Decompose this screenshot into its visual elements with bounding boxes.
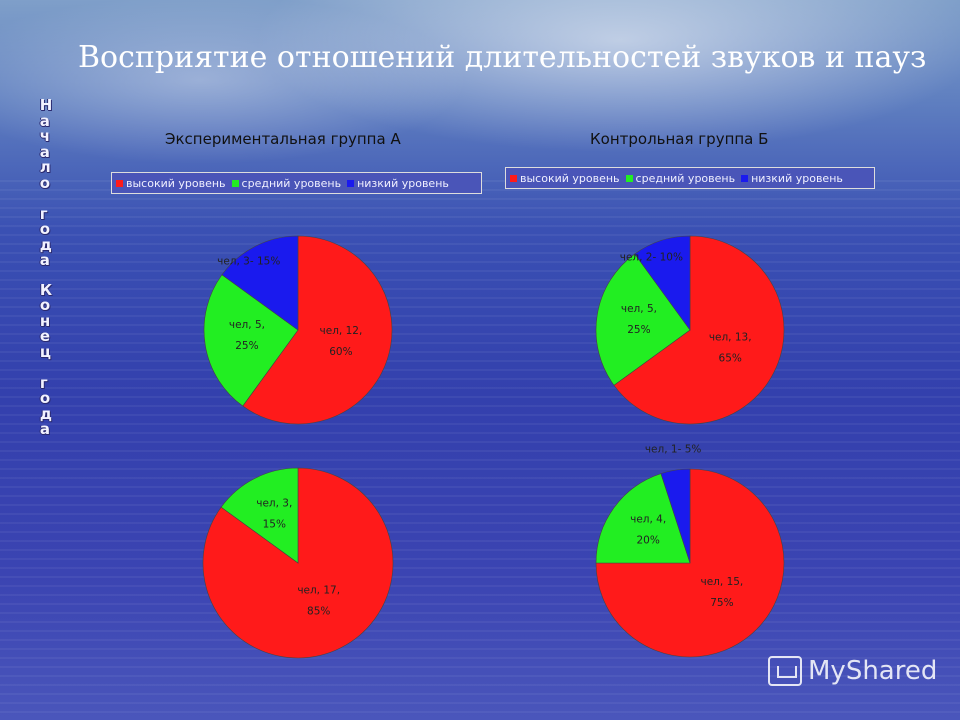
group-b-title: Контрольная группа Б (590, 130, 769, 148)
sidebar-end-letter: а (39, 420, 50, 438)
sidebar-start-letter: а (39, 142, 50, 161)
pie-slice (613, 235, 785, 425)
pie-chart: чел, 15, 75% чел, 4, 20% чел, 1- 5% (595, 443, 785, 658)
legend-label: средний уровень (635, 171, 736, 185)
sidebar-start-letter: г (39, 204, 48, 223)
legend-item: низкий уровень (741, 172, 843, 185)
pie-data-label: чел, 1- 5% (645, 443, 702, 455)
legend-swatch (741, 174, 749, 182)
legend-item: низкий уровень (347, 177, 449, 190)
pie-slice (634, 235, 691, 331)
legend-swatch (231, 179, 239, 187)
legend-item: высокий уровень (116, 177, 226, 190)
sidebar-end-letter: К (39, 280, 53, 299)
sidebar-end-letter: ц (39, 342, 51, 361)
sidebar-end-letter: о (39, 296, 51, 314)
pie-chart: чел, 17, 85% чел, 3, 15% (202, 467, 394, 659)
pie-slice (660, 468, 691, 564)
pie-slice (242, 235, 393, 425)
group-a-title: Экспериментальная группа А (165, 130, 401, 148)
pie-slice (595, 473, 691, 564)
pie-data-label: чел, 4, 20% (630, 514, 666, 547)
sidebar-end-letter: е (39, 327, 51, 345)
pie-chart: чел, 12, 60% чел, 5, 25% чел, 3- 15% (203, 235, 393, 425)
watermark-text: MyShared (808, 656, 938, 686)
sidebar-end-letter: д (39, 404, 52, 423)
legend-group-a: высокий уровень средний уровень низкий уро… (111, 172, 482, 194)
legend-item: средний уровень (625, 171, 736, 185)
legend-group-b: высокий уровень средний уровень низкий уро… (505, 167, 875, 189)
legend-swatch (625, 174, 633, 182)
slide-title: Восприятие отношений длительностей звуко… (78, 40, 927, 75)
sidebar-end-letter: о (39, 389, 51, 407)
sidebar-start-letter: ч (39, 127, 51, 145)
sidebar-end-letter: г (39, 373, 48, 392)
legend-label: низкий уровень (357, 176, 449, 190)
pie-data-label: чел, 12, 60% (320, 325, 363, 358)
pie-data-label: чел, 5, 25% (229, 319, 265, 352)
pie-data-label: чел, 5, 25% (621, 303, 657, 336)
sidebar-start-letter: Н (39, 96, 53, 114)
legend-swatch (116, 179, 123, 187)
pie-slice (203, 274, 299, 407)
myshared-logo-icon (768, 656, 802, 686)
pie-data-label: чел, 13, 65% (709, 331, 752, 364)
pie-data-label: чел, 3, 15% (256, 497, 292, 530)
pie-chart: чел, 13, 65% чел, 5, 25% чел, 2- 10% (595, 235, 785, 425)
sidebar-start-letter: а (39, 251, 50, 269)
sidebar-end-letter: н (39, 311, 51, 330)
legend-swatch (510, 174, 517, 182)
legend-item: высокий уровень (510, 172, 620, 185)
watermark: MyShared (768, 656, 937, 686)
pie-slice (595, 253, 691, 386)
pie-slice (221, 235, 299, 331)
legend-label: средний уровень (241, 176, 342, 190)
sidebar-start-letter: о (39, 220, 51, 238)
legend-label: высокий уровень (520, 171, 620, 185)
legend-swatch (347, 179, 355, 187)
pie-data-label: чел, 3- 15% (217, 256, 280, 268)
sidebar-start-letter: а (39, 111, 50, 130)
sidebar-start-letter: л (39, 158, 51, 176)
sidebar-start-letter: д (39, 235, 52, 254)
pie-slice (220, 467, 299, 564)
pie-data-label: чел, 17, 85% (297, 585, 340, 618)
sidebar-start-letter: о (39, 173, 51, 192)
legend-label: низкий уровень (751, 171, 843, 185)
legend-item: средний уровень (231, 176, 342, 190)
pie-slice (595, 468, 785, 658)
pie-data-label: чел, 15, 75% (701, 576, 744, 609)
pie-data-label: чел, 2- 10% (620, 251, 683, 263)
legend-label: высокий уровень (126, 176, 226, 190)
